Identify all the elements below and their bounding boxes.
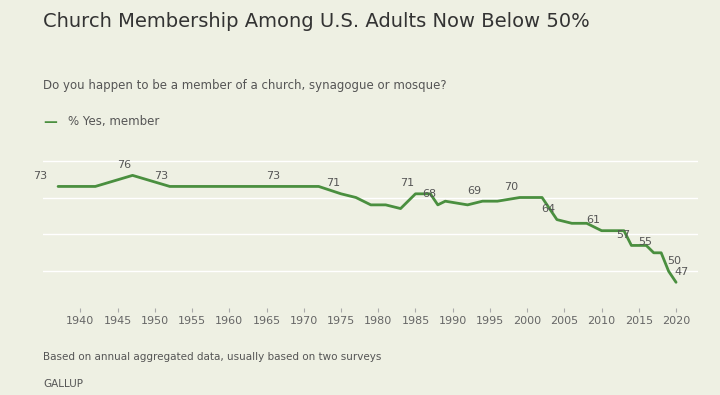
Text: 61: 61: [586, 215, 600, 225]
Text: Based on annual aggregated data, usually based on two surveys: Based on annual aggregated data, usually…: [43, 352, 382, 361]
Text: 68: 68: [423, 189, 436, 199]
Text: 69: 69: [467, 186, 481, 196]
Text: 64: 64: [541, 204, 556, 214]
Text: 71: 71: [400, 178, 414, 188]
Text: 76: 76: [117, 160, 131, 170]
Text: 73: 73: [33, 171, 47, 181]
Text: —: —: [43, 115, 57, 128]
Text: 50: 50: [667, 256, 681, 266]
Text: % Yes, member: % Yes, member: [68, 115, 160, 128]
Text: 73: 73: [266, 171, 280, 181]
Text: 47: 47: [675, 267, 689, 277]
Text: 55: 55: [639, 237, 652, 247]
Text: 71: 71: [325, 178, 340, 188]
Text: 73: 73: [154, 171, 168, 181]
Text: 57: 57: [616, 230, 630, 240]
Text: Church Membership Among U.S. Adults Now Below 50%: Church Membership Among U.S. Adults Now …: [43, 12, 590, 31]
Text: Do you happen to be a member of a church, synagogue or mosque?: Do you happen to be a member of a church…: [43, 79, 447, 92]
Text: 70: 70: [504, 182, 518, 192]
Text: GALLUP: GALLUP: [43, 379, 84, 389]
